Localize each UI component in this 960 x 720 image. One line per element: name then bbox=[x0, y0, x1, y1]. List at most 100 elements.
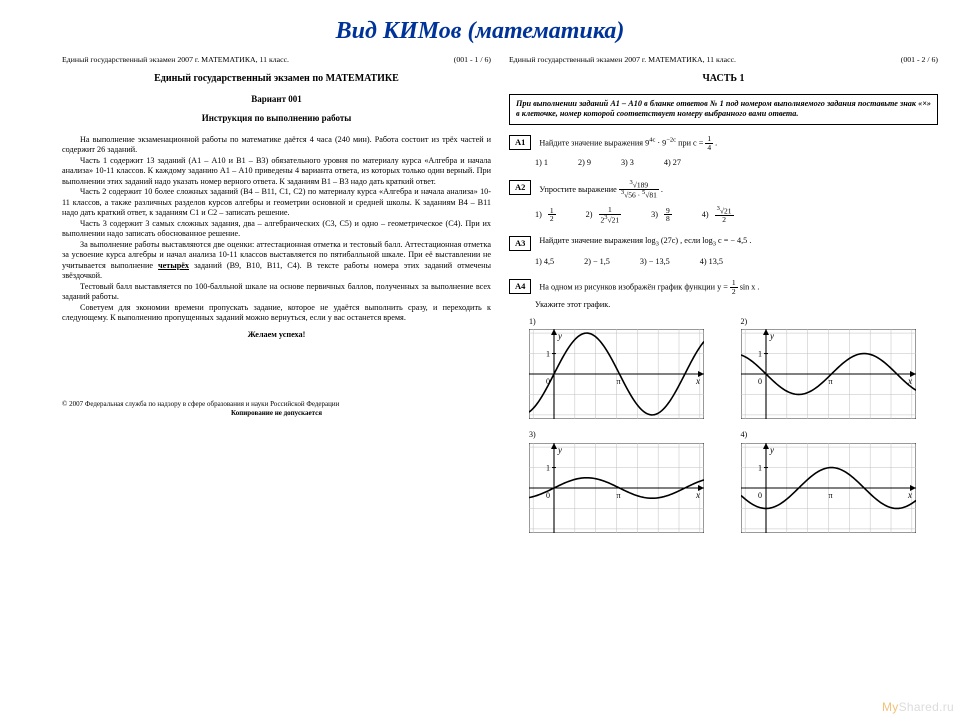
task-A1-num: A1 bbox=[509, 135, 531, 150]
a3-t1: Найдите значение выражения log bbox=[539, 236, 655, 245]
task-A1-options: 1) 1 2) 9 3) 3 4) 27 bbox=[535, 158, 938, 169]
page-right: Единый государственный экзамен 2007 г. М… bbox=[509, 55, 938, 548]
para-2: Часть 1 содержит 13 заданий (А1 – А10 и … bbox=[62, 156, 491, 188]
a4-fd: 2 bbox=[730, 288, 738, 296]
a2-o2d: 23√21 bbox=[599, 215, 622, 224]
copyright-line1: © 2007 Федеральная служба по надзору в с… bbox=[62, 400, 491, 409]
doc-variant: Вариант 001 bbox=[62, 94, 491, 106]
a2-o4r: 3 bbox=[717, 205, 720, 212]
a1-dot: · 9 bbox=[655, 138, 666, 147]
a2-bn-v: 189 bbox=[637, 181, 648, 190]
a1-o4: 4) 27 bbox=[664, 158, 681, 169]
a1-t1: Найдите значение выражения 9 bbox=[539, 138, 649, 147]
graph-4: 4) xy01π bbox=[741, 430, 939, 536]
task-A4-text: На одном из рисунков изображён график фу… bbox=[539, 279, 938, 296]
a1-e2: −2c bbox=[666, 136, 676, 143]
svg-text:0: 0 bbox=[758, 377, 762, 386]
part-title: ЧАСТЬ 1 bbox=[509, 73, 938, 86]
svg-text:1: 1 bbox=[546, 463, 550, 472]
task-A2-text: Упростите выражение 3√189 3√56 · 5√81 . bbox=[539, 180, 938, 200]
instruction-box: При выполнении заданий А1 – А10 в бланке… bbox=[509, 94, 938, 125]
a3-o3: 3) − 13,5 bbox=[640, 257, 670, 268]
doc-title: Единый государственный экзамен по МАТЕМА… bbox=[62, 73, 491, 86]
svg-text:y: y bbox=[557, 445, 562, 455]
a2-o2rad: 21 bbox=[612, 215, 620, 224]
a2-o2r: 3 bbox=[604, 214, 607, 221]
a1-o2: 2) 9 bbox=[578, 158, 591, 169]
a2-o1d: 2 bbox=[548, 215, 556, 223]
para-5: За выполнение работы выставляются две оц… bbox=[62, 240, 491, 282]
a4-prompt: Укажите этот график. bbox=[535, 300, 938, 311]
watermark-c: .ru bbox=[939, 700, 954, 714]
pages-container: Единый государственный экзамен 2007 г. М… bbox=[0, 55, 960, 548]
watermark-a: My bbox=[882, 700, 899, 714]
task-A3-text: Найдите значение выражения log3 (27c) , … bbox=[539, 236, 938, 249]
task-A2-options: 1) 12 2) 123√21 3) 98 4) 3√212 bbox=[535, 206, 938, 224]
a4-t1: На одном из рисунков изображён график фу… bbox=[539, 283, 730, 292]
page-left-header: Единый государственный экзамен 2007 г. М… bbox=[62, 55, 491, 65]
svg-text:1: 1 bbox=[758, 463, 762, 472]
graph-grid: 1) xy01π 2) xy01π 3) xy01π 4) xy01π bbox=[529, 317, 938, 536]
page-right-header-text: Единый государственный экзамен 2007 г. М… bbox=[509, 55, 736, 65]
para-5b: четырёх bbox=[158, 261, 189, 270]
graph-3-svg: xy01π bbox=[529, 443, 704, 533]
graph-4-svg: xy01π bbox=[741, 443, 916, 533]
task-A1-text: Найдите значение выражения 94c · 9−2c пр… bbox=[539, 135, 938, 152]
svg-text:π: π bbox=[828, 491, 832, 500]
svg-text:1: 1 bbox=[758, 349, 762, 358]
a2-bd-v2: 81 bbox=[649, 191, 657, 200]
graph-3: 3) xy01π bbox=[529, 430, 727, 536]
a2-bn-r: 3 bbox=[630, 179, 633, 186]
doc-instr-title: Инструкция по выполнению работы bbox=[62, 113, 491, 125]
page-right-header: Единый государственный экзамен 2007 г. М… bbox=[509, 55, 938, 65]
a3-arg: (27c) , если log bbox=[659, 236, 713, 245]
para-6: Тестовый балл выставляется по 100-балльн… bbox=[62, 282, 491, 303]
a1-o3: 3) 3 bbox=[621, 158, 634, 169]
svg-text:x: x bbox=[695, 490, 700, 500]
task-A4-num: A4 bbox=[509, 279, 531, 294]
a2-bd-v1: 56 bbox=[628, 191, 636, 200]
watermark: MyShared.ru bbox=[882, 700, 954, 714]
para-7: Советуем для экономии времени пропускать… bbox=[62, 303, 491, 324]
a3-tail: c = − 4,5 . bbox=[716, 236, 751, 245]
graph-2: 2) xy01π bbox=[741, 317, 939, 423]
svg-text:π: π bbox=[616, 491, 620, 500]
a3-o4: 4) 13,5 bbox=[700, 257, 723, 268]
a2-o2: 2) 123√21 bbox=[586, 206, 622, 224]
task-A4: A4 На одном из рисунков изображён график… bbox=[509, 279, 938, 536]
task-A3-num: A3 bbox=[509, 236, 531, 251]
a4-t2: sin x . bbox=[738, 283, 760, 292]
svg-text:x: x bbox=[907, 490, 912, 500]
para-4: Часть 3 содержит 3 самых сложных задания… bbox=[62, 219, 491, 240]
task-A1: A1 Найдите значение выражения 94c · 9−2c… bbox=[509, 135, 938, 168]
task-A2-num: A2 bbox=[509, 180, 531, 195]
a2-bn: 3√189 bbox=[619, 180, 659, 190]
a2-o1: 1) 12 bbox=[535, 207, 556, 224]
task-A3-options: 1) 4,5 2) − 1,5 3) − 13,5 4) 13,5 bbox=[535, 257, 938, 268]
svg-text:1: 1 bbox=[546, 349, 550, 358]
a2-t: Упростите выражение bbox=[539, 185, 618, 194]
svg-text:y: y bbox=[769, 331, 774, 341]
a3-o2: 2) − 1,5 bbox=[584, 257, 610, 268]
graph-1-label: 1) bbox=[529, 317, 727, 327]
a2-bd-r2: 5 bbox=[642, 189, 645, 196]
a2-bd: 3√56 · 5√81 bbox=[619, 190, 659, 199]
svg-text:x: x bbox=[695, 376, 700, 386]
page-right-header-num: (001 - 2 / 6) bbox=[901, 55, 938, 65]
graph-1: 1) xy01π bbox=[529, 317, 727, 423]
a2-o2n: 1 bbox=[599, 206, 622, 215]
slide-title: Вид КИМов (математика) bbox=[0, 0, 960, 55]
svg-text:π: π bbox=[616, 377, 620, 386]
wish: Желаем успеха! bbox=[62, 330, 491, 341]
a3-o1: 1) 4,5 bbox=[535, 257, 554, 268]
page-left-header-num: (001 - 1 / 6) bbox=[454, 55, 491, 65]
a2-tail: . bbox=[659, 185, 663, 194]
graph-3-label: 3) bbox=[529, 430, 727, 440]
para-1: На выполнение экзаменационной работы по … bbox=[62, 135, 491, 156]
svg-text:y: y bbox=[769, 445, 774, 455]
a1-t2: при c = bbox=[676, 138, 705, 147]
a2-o4rad: 21 bbox=[724, 206, 732, 215]
svg-text:y: y bbox=[557, 331, 562, 341]
graph-2-svg: xy01π bbox=[741, 329, 916, 419]
task-A2: A2 Упростите выражение 3√189 3√56 · 5√81… bbox=[509, 180, 938, 224]
